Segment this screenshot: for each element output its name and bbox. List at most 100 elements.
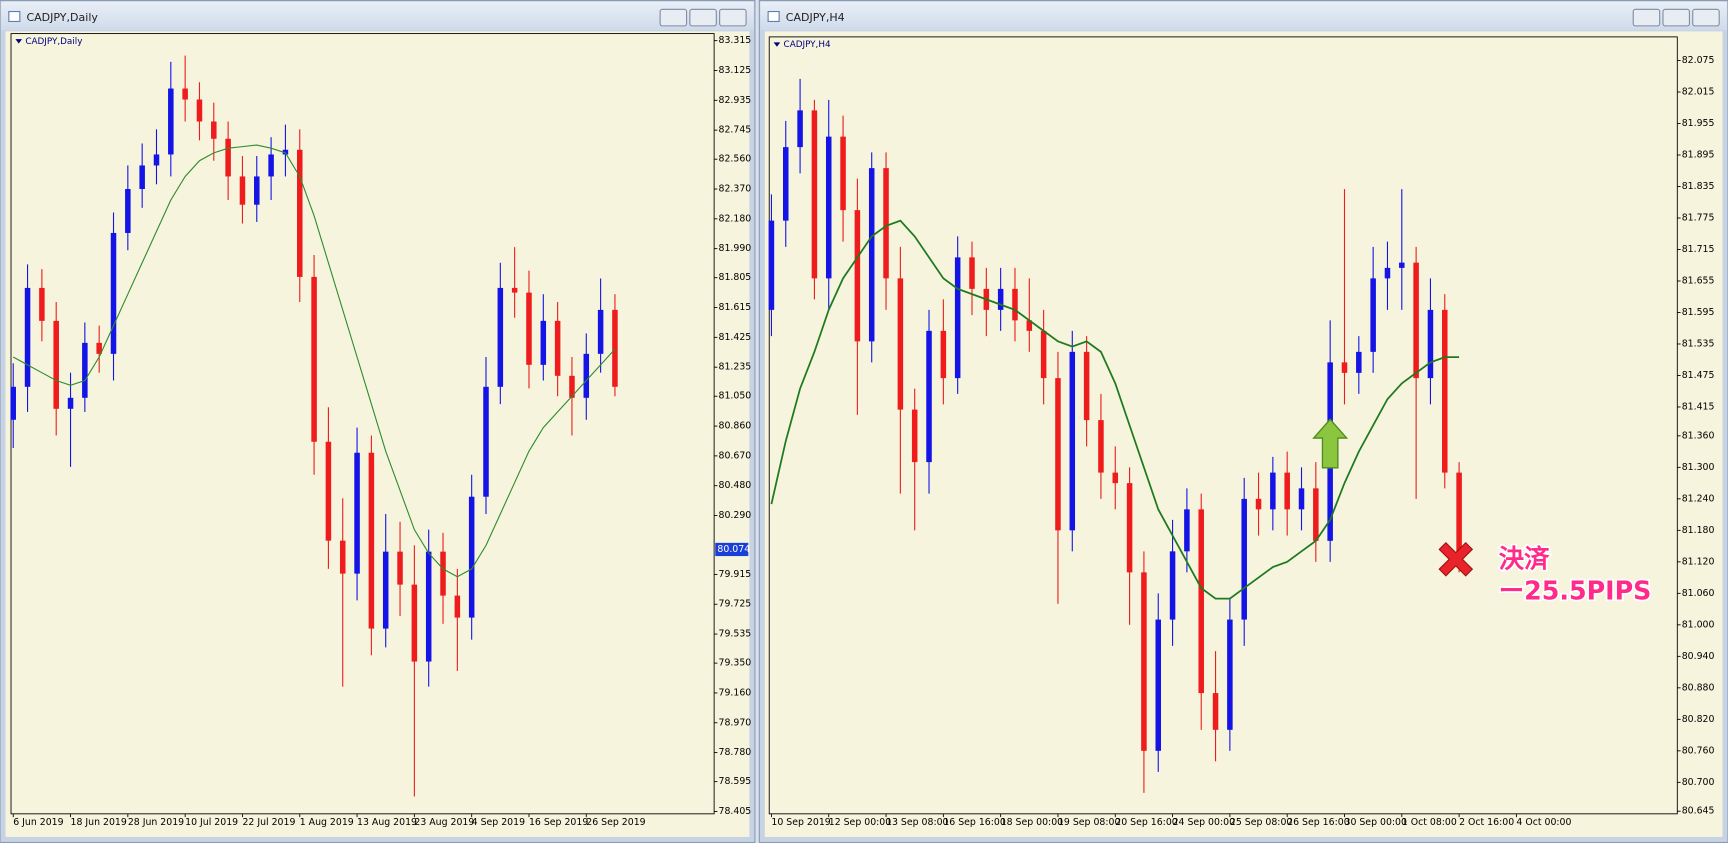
entry-arrow: [1312, 418, 1349, 469]
candle-body: [1413, 262, 1419, 379]
x-tick-label: 18 Jun 2019: [71, 817, 127, 828]
plot-border: [10, 33, 715, 815]
x-tick-label: 18 Sep 00:00: [1001, 817, 1064, 828]
candle-body: [540, 320, 547, 365]
x-tick-label: 10 Jul 2019: [185, 817, 238, 828]
x-tick-label: 28 Jun 2019: [128, 817, 184, 828]
candle-body: [569, 375, 575, 398]
candle-body: [597, 309, 604, 354]
candle-body: [182, 88, 188, 100]
x-tick-label: 10 Sep 2019: [771, 817, 830, 828]
y-tick-label: 81.060: [1682, 588, 1715, 599]
candle-body: [554, 320, 561, 376]
x-tick-label: 6 Jun 2019: [13, 817, 63, 828]
candle-body: [997, 288, 1004, 310]
candle-body: [368, 452, 375, 629]
candle-body: [254, 176, 260, 205]
candle-body: [883, 168, 889, 279]
candle-body: [854, 210, 861, 342]
candle-body: [96, 342, 102, 354]
x-tick-label: 22 Jul 2019: [242, 817, 295, 828]
chart-window: CADJPY,Daily CADJPY,Daily 83.315 83.125 82.9…: [0, 0, 756, 843]
y-tick-label: 80.820: [1682, 714, 1715, 725]
candle-body: [1356, 351, 1362, 373]
candle-body: [1456, 472, 1462, 552]
y-tick-label: 81.955: [1682, 118, 1715, 129]
candle-body: [211, 121, 217, 139]
y-tick-label: 81.715: [1682, 244, 1715, 255]
chart-background: [5, 31, 750, 837]
x-tick-label: 13 Sep 08:00: [886, 817, 949, 828]
y-tick-label: 81.475: [1682, 370, 1715, 381]
plot-border: [768, 36, 1678, 815]
y-tick-label: 83.125: [719, 65, 752, 76]
x-tick-label: 13 Aug 2019: [357, 817, 417, 828]
title-bar: [760, 1, 1727, 31]
y-tick-label: 81.000: [1682, 619, 1715, 630]
y-tick-label: 80.645: [1682, 806, 1715, 817]
candle-body: [1313, 488, 1319, 541]
candle-body: [1098, 420, 1104, 473]
y-tick-label: 81.775: [1682, 212, 1715, 223]
y-tick-label: 79.915: [719, 569, 752, 580]
y-tick-label: 80.760: [1682, 745, 1715, 756]
y-tick-label: 78.780: [719, 747, 752, 758]
y-tick-label: 82.180: [719, 213, 752, 224]
candle-body: [1169, 551, 1176, 620]
candle-body: [1442, 309, 1448, 473]
close-button[interactable]: [1692, 8, 1720, 27]
minimize-button[interactable]: [1632, 8, 1661, 27]
y-tick-label: 81.990: [719, 243, 752, 254]
candle-body: [1212, 693, 1219, 730]
candle-body: [940, 330, 947, 379]
y-tick-label: 80.880: [1682, 682, 1715, 693]
maximize-button[interactable]: [1662, 8, 1690, 27]
y-tick-label: 81.050: [719, 391, 752, 402]
candle-body: [1284, 472, 1290, 510]
candle-body: [825, 136, 832, 279]
candle-body: [1112, 472, 1119, 484]
candle-body: [282, 149, 289, 155]
candle-body: [612, 309, 618, 387]
y-tick-label: 80.670: [719, 450, 752, 461]
y-tick-label: 81.805: [719, 272, 752, 283]
close-button[interactable]: [719, 8, 747, 27]
candle-body: [811, 110, 818, 279]
y-tick-label: 82.745: [719, 125, 752, 136]
x-tick-label: 16 Sep 2019: [529, 817, 588, 828]
window-title: CADJPY,Daily: [26, 11, 98, 24]
candle-body: [1427, 309, 1434, 379]
candle-body: [1227, 619, 1233, 730]
y-tick-label: 79.350: [719, 658, 752, 669]
candle-body: [139, 165, 145, 190]
candle-body: [1083, 351, 1090, 421]
maximize-button[interactable]: [689, 8, 717, 27]
candle-body: [526, 292, 532, 365]
y-tick-label: 80.480: [719, 480, 752, 491]
title-bar: [1, 1, 754, 31]
candle-body: [454, 595, 461, 618]
y-tick-label: 81.360: [1682, 430, 1715, 441]
candle-body: [1184, 509, 1190, 552]
candle-body: [10, 386, 16, 420]
candle-body: [382, 551, 389, 629]
y-tick-label: 82.935: [719, 95, 752, 106]
candle-body: [1255, 498, 1262, 510]
candle-body: [53, 320, 59, 409]
x-tick-label: 1 Oct 08:00: [1402, 817, 1457, 828]
candle-body: [1298, 488, 1305, 510]
candle-body: [583, 353, 590, 398]
candle-body: [1012, 288, 1018, 321]
x-tick-label: 25 Sep 08:00: [1230, 817, 1293, 828]
candle-body: [969, 257, 975, 289]
symbol-marker: [773, 42, 781, 47]
x-tick-label: 30 Sep 00:00: [1344, 817, 1407, 828]
symbol-marker: [15, 39, 23, 44]
y-tick-label: 81.895: [1682, 150, 1715, 161]
y-tick-label: 81.655: [1682, 275, 1715, 286]
candle-body: [268, 154, 274, 177]
minimize-button[interactable]: [659, 8, 688, 27]
candle-body: [1026, 320, 1033, 331]
candle-body: [239, 176, 246, 205]
window-title: CADJPY,H4: [786, 11, 845, 24]
